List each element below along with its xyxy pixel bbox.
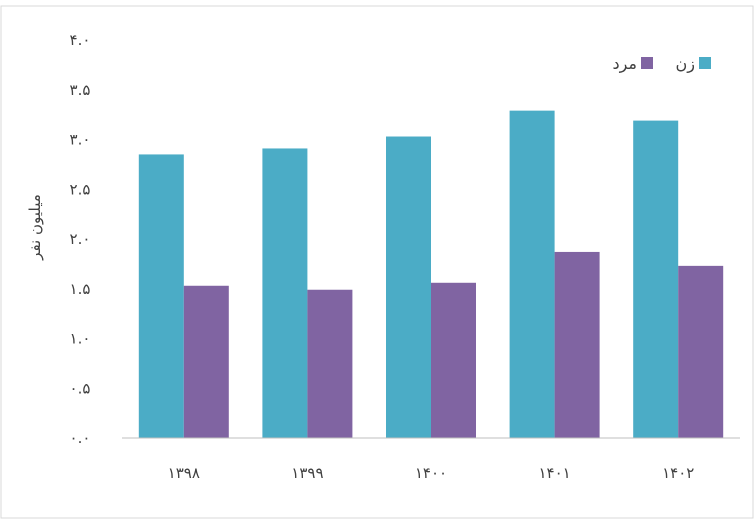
bar-mard — [554, 251, 600, 438]
bar-mard — [183, 285, 229, 438]
y-tick-label: ۰.۰ — [70, 429, 91, 447]
x-tick-label: ۱۴۰۲ — [662, 464, 694, 482]
chart-border — [0, 5, 754, 519]
bar-zan — [262, 148, 308, 438]
legend-swatch-mard — [641, 57, 653, 69]
x-tick-label: ۱۴۰۱ — [538, 464, 570, 482]
bar-mard — [307, 289, 353, 438]
x-tick-label: ۱۳۹۹ — [291, 464, 323, 482]
bar-zan — [509, 110, 555, 439]
x-axis: ۱۳۹۸ ۱۳۹۹ ۱۴۰۰ ۱۴۰۱ ۱۴۰۲ — [168, 464, 695, 482]
y-tick-label: ۴.۰ — [70, 31, 91, 49]
y-tick-label: ۲.۵ — [70, 180, 91, 198]
bar-mard — [431, 282, 476, 438]
legend-label-mard: مرد — [612, 54, 637, 74]
y-tick-label: ۱.۰ — [70, 330, 91, 348]
y-tick-label: ۱.۵ — [70, 280, 91, 298]
y-tick-label: ۳.۰ — [70, 131, 91, 149]
y-axis-label: میلیون نفر — [26, 194, 44, 261]
bar-mard — [678, 265, 724, 438]
legend: زن مرد — [612, 54, 711, 74]
x-tick-label: ۱۳۹۸ — [168, 464, 200, 482]
bar-zan — [386, 136, 431, 438]
legend-swatch-zan — [699, 57, 711, 69]
bar-zan — [633, 120, 679, 438]
y-tick-label: ۲.۰ — [70, 230, 91, 248]
y-axis: ۰.۰ ۰.۵ ۱.۰ ۱.۵ ۲.۰ ۲.۵ ۳.۰ ۳.۵ ۴.۰ — [70, 31, 91, 447]
y-tick-label: ۳.۵ — [70, 81, 91, 99]
y-tick-label: ۰.۵ — [70, 379, 91, 397]
x-tick-label: ۱۴۰۰ — [415, 464, 447, 482]
bar-zan — [138, 154, 184, 439]
bars-group — [138, 110, 724, 439]
legend-label-zan: زن — [676, 54, 695, 74]
